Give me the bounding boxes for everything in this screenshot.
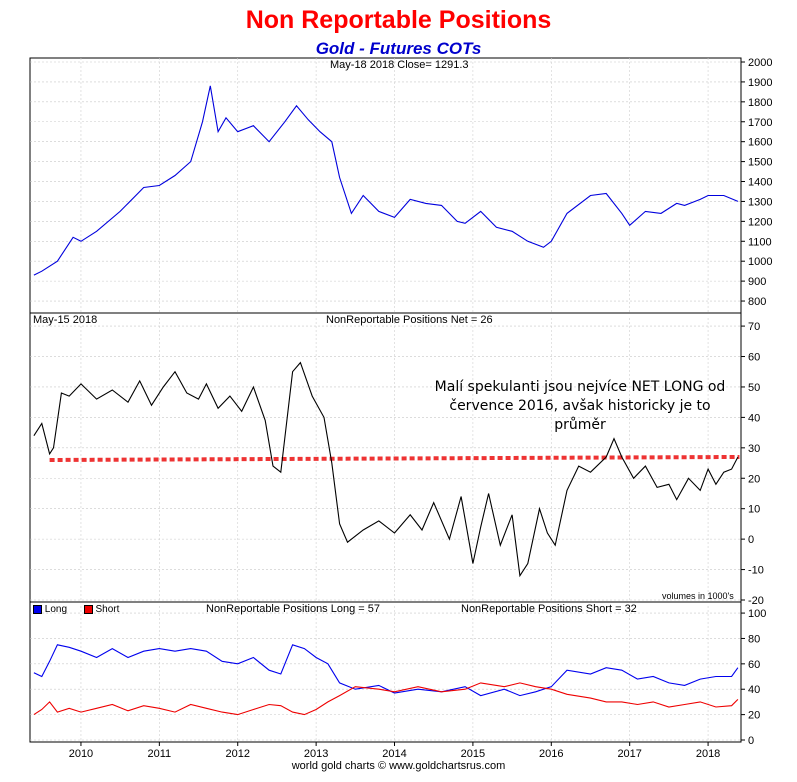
net-y-tick-label: 40 bbox=[748, 412, 760, 424]
price-y-tick-label: 1200 bbox=[748, 216, 772, 228]
long-series-line bbox=[33, 644, 739, 697]
price-y-tick-label: 1700 bbox=[748, 117, 772, 129]
net-panel-title: NonReportable Positions Net = 26 bbox=[326, 314, 493, 326]
longshort-y-tick-label: 0 bbox=[748, 735, 754, 747]
net-y-tick-label: 50 bbox=[748, 382, 760, 394]
price-y-tick-label: 1600 bbox=[748, 137, 772, 149]
long-panel-title: NonReportable Positions Long = 57 bbox=[206, 603, 380, 615]
price-y-tick-label: 1000 bbox=[748, 256, 772, 268]
long-short-panel-frame bbox=[29, 601, 742, 743]
chart-title: Non Reportable Positions bbox=[245, 6, 552, 34]
x-tick-label: 2010 bbox=[69, 748, 93, 760]
legend-long-swatch bbox=[33, 604, 42, 614]
longshort-y-tick-label: 20 bbox=[748, 710, 760, 722]
x-tick-label: 2015 bbox=[461, 748, 485, 760]
net-y-tick-label: 30 bbox=[748, 443, 760, 455]
price-y-tick-label: 1800 bbox=[748, 97, 772, 109]
price-y-tick-label: 1900 bbox=[748, 77, 772, 89]
legend: Long Short bbox=[33, 604, 119, 615]
x-tick-label: 2011 bbox=[148, 748, 172, 760]
price-panel-frame bbox=[29, 57, 742, 314]
net-y-tick-label: -20 bbox=[748, 595, 764, 607]
longshort-y-tick-label: 80 bbox=[748, 633, 760, 645]
net-date-annotation: May-15 2018 bbox=[33, 314, 98, 326]
x-tick-label: 2017 bbox=[617, 748, 641, 760]
longshort-y-tick-label: 60 bbox=[748, 659, 760, 671]
price-y-tick-label: 1300 bbox=[748, 196, 772, 208]
net-y-tick-label: 0 bbox=[748, 534, 754, 546]
chart-subtitle: Gold - Futures COTs bbox=[315, 39, 482, 58]
legend-short-swatch bbox=[83, 604, 93, 614]
long-short-panel: 0 20 40 60 80 100 bbox=[30, 606, 766, 747]
price-y-tick-label: 900 bbox=[748, 276, 766, 288]
footer-credit: world gold charts © www.goldchartsrus.co… bbox=[291, 760, 506, 772]
average-reference-line bbox=[49, 454, 740, 462]
legend-short-label: Short bbox=[95, 604, 120, 615]
longshort-y-tick-label: 40 bbox=[748, 684, 760, 696]
units-note: volumes in 1000's bbox=[662, 591, 734, 601]
x-tick-label: 2013 bbox=[304, 748, 328, 760]
price-panel: 800 900 1000 1100 1200 1300 1400 1500 1600 1700 18… bbox=[30, 57, 772, 313]
net-series-line bbox=[33, 361, 739, 578]
net-y-tick-label: 20 bbox=[748, 473, 760, 485]
x-tick-label: 2018 bbox=[696, 748, 720, 760]
x-axis: 2010 2011 2012 2013 2014 2015 2016 2017 2018 bbox=[69, 742, 720, 760]
x-tick-label: 2014 bbox=[382, 748, 406, 760]
price-series-line bbox=[33, 85, 739, 276]
short-series-line bbox=[33, 682, 739, 716]
x-tick-label: 2012 bbox=[225, 748, 249, 760]
price-y-tick-label: 2000 bbox=[748, 57, 772, 69]
net-y-tick-label: 70 bbox=[748, 321, 760, 333]
legend-long-label: Long bbox=[44, 604, 68, 615]
price-y-tick-label: 1500 bbox=[748, 157, 772, 169]
net-y-tick-label: 10 bbox=[748, 504, 760, 516]
short-panel-title: NonReportable Positions Short = 32 bbox=[461, 603, 637, 615]
price-y-tick-label: 800 bbox=[748, 296, 766, 308]
net-panel: -20 -10 0 10 20 30 40 50 60 70 bbox=[30, 318, 764, 607]
net-note: Malí spekulanti jsou nejvíce NET LONG od… bbox=[434, 379, 726, 433]
price-y-tick-label: 1100 bbox=[748, 236, 772, 248]
net-y-tick-label: -10 bbox=[748, 565, 764, 577]
longshort-y-tick-label: 100 bbox=[748, 608, 766, 620]
price-annotation: May-18 2018 Close= 1291.3 bbox=[330, 59, 469, 71]
price-y-tick-label: 1400 bbox=[748, 177, 772, 189]
x-tick-label: 2016 bbox=[539, 748, 563, 760]
net-y-tick-label: 60 bbox=[748, 352, 760, 364]
